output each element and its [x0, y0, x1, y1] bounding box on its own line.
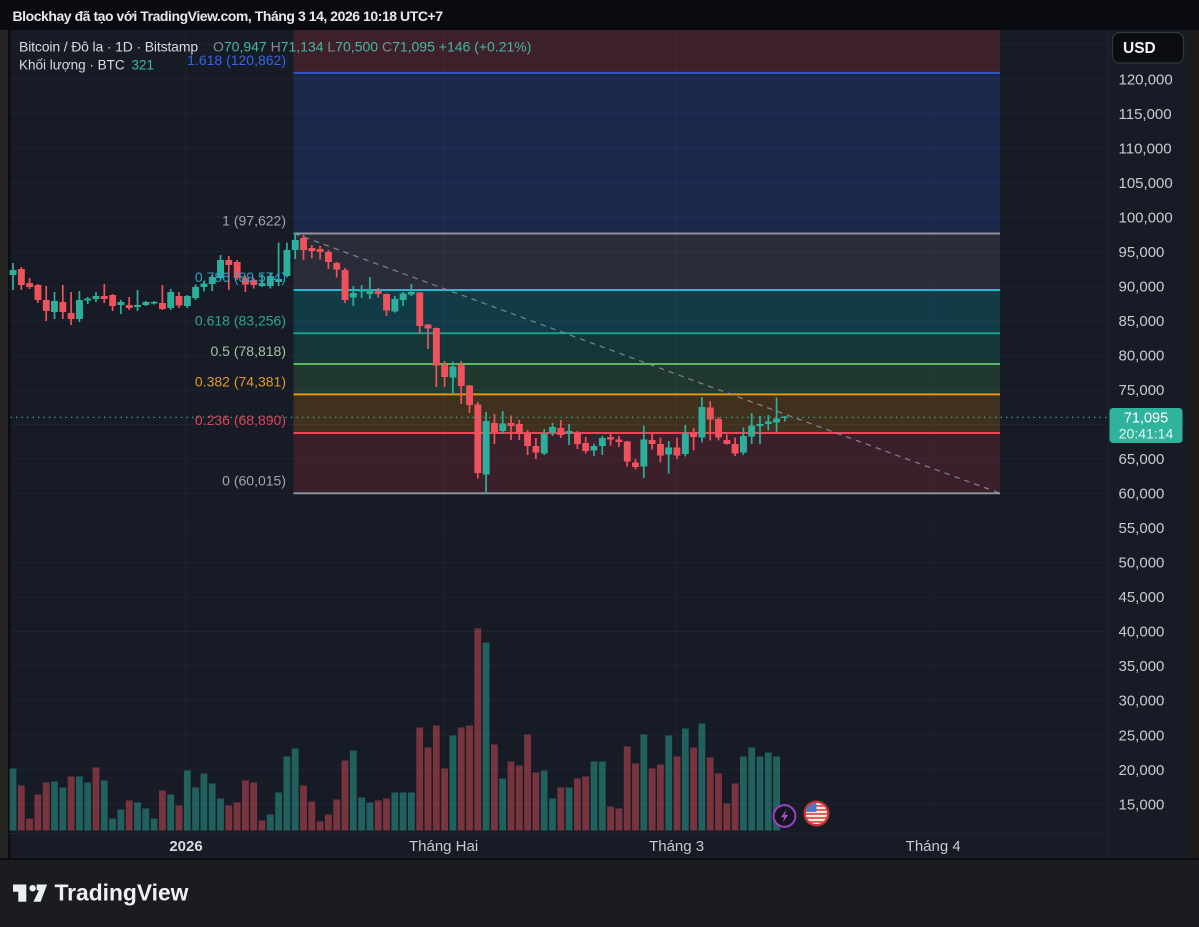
- svg-text:1.618 (120,862): 1.618 (120,862): [187, 52, 286, 68]
- svg-text:95,000: 95,000: [1119, 244, 1165, 261]
- svg-text:120,000: 120,000: [1119, 71, 1173, 88]
- svg-text:110,000: 110,000: [1119, 140, 1172, 157]
- svg-text:35,000: 35,000: [1119, 658, 1165, 675]
- svg-text:Tháng Hai: Tháng Hai: [409, 838, 478, 855]
- svg-text:0.618 (83,256): 0.618 (83,256): [195, 312, 286, 328]
- svg-text:105,000: 105,000: [1119, 175, 1173, 192]
- svg-text:40,000: 40,000: [1119, 624, 1165, 641]
- svg-text:100,000: 100,000: [1119, 209, 1173, 226]
- svg-text:0.236 (68,890): 0.236 (68,890): [195, 412, 286, 428]
- svg-text:0.382 (74,381): 0.382 (74,381): [195, 373, 286, 389]
- svg-text:30,000: 30,000: [1119, 693, 1165, 710]
- svg-text:115,000: 115,000: [1119, 106, 1172, 123]
- svg-text:25,000: 25,000: [1119, 727, 1165, 744]
- svg-text:Tháng 4: Tháng 4: [906, 838, 961, 855]
- svg-text:O70,947 H71,134 L70,500 C71,09: O70,947 H71,134 L70,500 C71,095 +146 (+0…: [213, 39, 531, 55]
- svg-text:85,000: 85,000: [1119, 313, 1165, 330]
- svg-text:Blockhay đã tạo với TradingVie: Blockhay đã tạo với TradingView.com, Thá…: [13, 8, 444, 24]
- svg-text:50,000: 50,000: [1119, 555, 1165, 572]
- svg-text:55,000: 55,000: [1119, 520, 1165, 537]
- svg-text:0.786 (89,574): 0.786 (89,574): [195, 269, 286, 285]
- svg-text:Khối lượng · BTC 321: Khối lượng · BTC 321: [19, 58, 154, 73]
- svg-text:USD: USD: [1123, 40, 1156, 57]
- svg-text:15,000: 15,000: [1119, 796, 1165, 813]
- svg-text:2026: 2026: [169, 838, 202, 855]
- svg-text:1 (97,622): 1 (97,622): [222, 213, 286, 229]
- svg-text:TradingView: TradingView: [55, 879, 189, 905]
- svg-text:60,000: 60,000: [1119, 486, 1165, 503]
- svg-text:0 (60,015): 0 (60,015): [222, 472, 286, 488]
- svg-text:Bitcoin / Đô la · 1D · Bitstam: Bitcoin / Đô la · 1D · Bitstamp: [19, 39, 198, 55]
- svg-text:71,095: 71,095: [1124, 410, 1168, 426]
- svg-text:0.5 (78,818): 0.5 (78,818): [211, 343, 287, 359]
- svg-text:75,000: 75,000: [1119, 382, 1165, 399]
- svg-text:90,000: 90,000: [1119, 278, 1165, 295]
- svg-text:20,000: 20,000: [1119, 762, 1165, 779]
- svg-text:20:41:14: 20:41:14: [1119, 426, 1174, 442]
- svg-text:65,000: 65,000: [1119, 451, 1165, 468]
- svg-text:45,000: 45,000: [1119, 589, 1165, 606]
- svg-text:Tháng 3: Tháng 3: [649, 838, 704, 855]
- svg-text:80,000: 80,000: [1119, 348, 1165, 365]
